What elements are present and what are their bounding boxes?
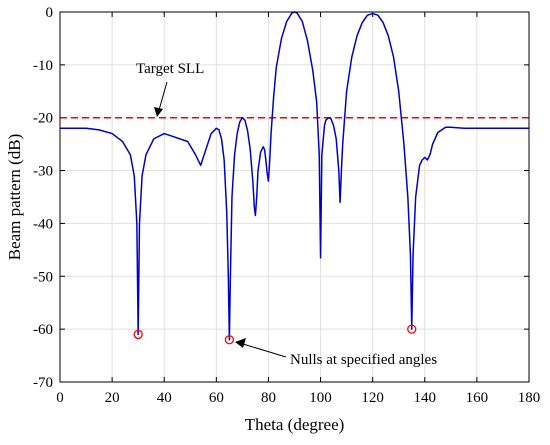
null-marker [133,329,143,340]
x-tick-label: 180 [518,390,541,406]
beam-pattern-line [60,11,529,341]
null-marker [224,335,235,345]
sll-arrow-head [154,107,163,117]
y-tick-label: -50 [33,269,53,285]
y-tick-label: -20 [33,111,53,127]
nulls-arrow-head [235,338,246,348]
y-tick-label: -70 [33,375,53,391]
x-tick-label: 60 [209,390,224,406]
y-tick-label: 0 [46,5,54,21]
x-tick-label: 160 [466,390,489,406]
sll-arrow-shaft [158,81,168,111]
x-tick-label: 40 [157,390,172,406]
x-tick-label: 120 [361,390,384,406]
x-tick-label: 100 [309,390,332,406]
null-marker [407,324,417,334]
x-tick-label: 0 [56,390,64,406]
y-axis-label: Beam pattern (dB) [5,134,24,261]
series-group [60,11,529,345]
x-axis-ticks: 0 20 40 60 80 100 120 140 160 180 [56,12,540,406]
plot-frame [59,11,530,383]
nulls-arrow-shaft [242,343,287,358]
nulls-annotation: Nulls at specified angles [290,352,437,368]
annotations-group [154,81,287,358]
x-tick-label: 80 [261,390,276,406]
y-axis-ticks: 0 -10 -20 -30 -40 -50 -60 -70 [33,5,529,391]
y-tick-label: -30 [33,164,53,180]
x-axis-label: Theta (degree) [245,415,345,434]
y-tick-label: -60 [33,322,53,338]
y-tick-label: -40 [33,216,53,232]
y-tick-label: -10 [33,58,53,74]
x-tick-label: 140 [414,390,437,406]
target-sll-annotation: Target SLL [136,61,204,77]
x-tick-label: 20 [105,390,120,406]
grid-lines [60,12,529,382]
